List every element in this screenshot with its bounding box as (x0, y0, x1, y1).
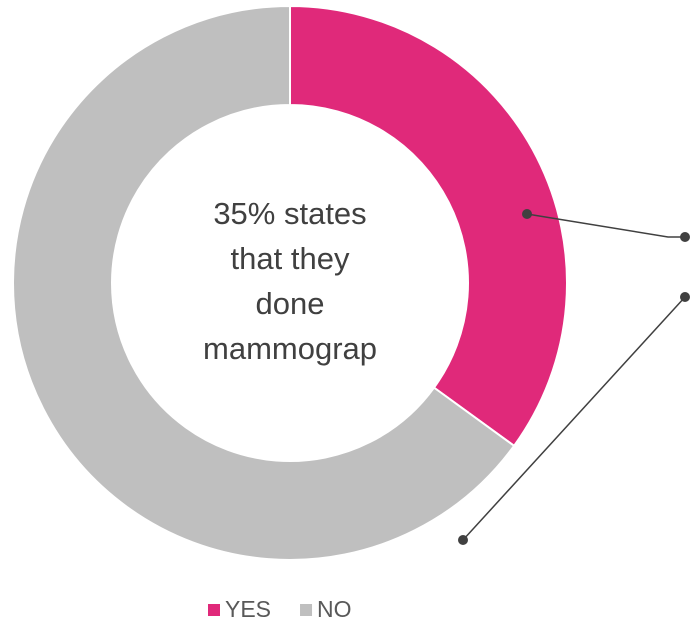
leader-dot (680, 232, 690, 242)
legend-label: NO (317, 596, 352, 622)
leader-dot (522, 209, 532, 219)
center-text: done (256, 286, 325, 321)
leader-line (462, 296, 686, 541)
slice (289, 4, 568, 448)
legend-swatch (208, 604, 220, 616)
slice (12, 4, 516, 561)
center-text: 35% states (213, 196, 366, 231)
legend: YES NO (208, 596, 352, 622)
slices (12, 4, 568, 561)
center-text: mammograp (203, 331, 377, 366)
legend-swatch (300, 604, 313, 616)
leader-dot (680, 292, 690, 302)
leader-dot (458, 535, 468, 545)
legend-label: YES (225, 596, 271, 622)
center-text: that they (231, 241, 350, 276)
leader-line (526, 213, 685, 238)
leaders (458, 209, 690, 545)
